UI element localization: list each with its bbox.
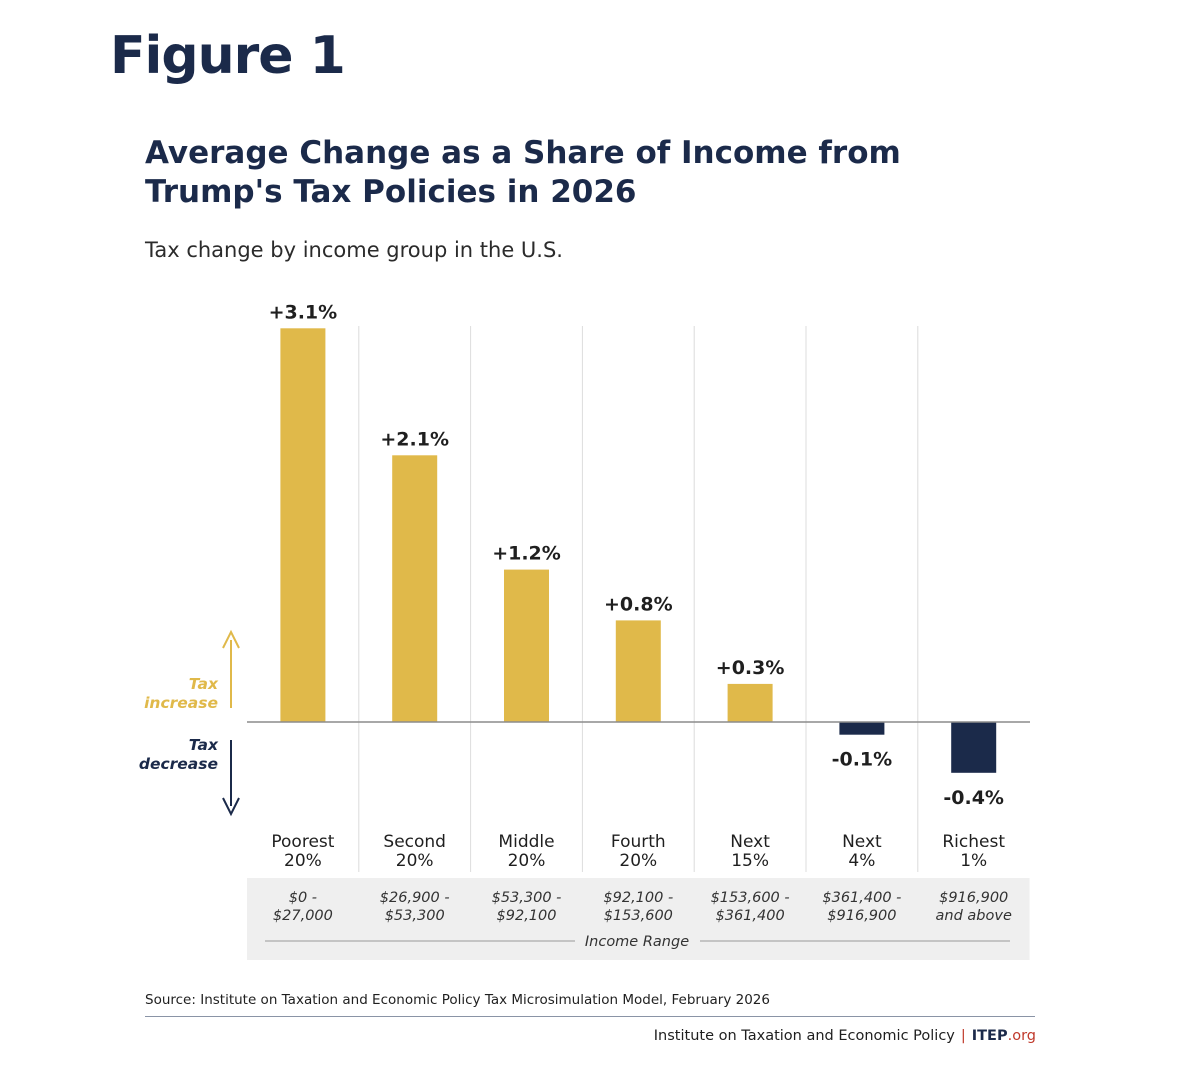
footer-separator: | [960,1028,966,1044]
arrow-up-icon [222,629,240,649]
category-label: Middle [498,832,554,852]
bar-value-label: +0.3% [716,657,785,679]
arrow-down-icon [222,797,240,817]
category-label: 4% [848,851,875,871]
income-range-label: $26,900 - [380,890,450,906]
bar-1 [280,328,326,722]
income-range-label: and above [936,908,1012,924]
income-range-label: $27,000 [273,908,333,924]
tax-decrease-label: Tax [189,736,219,754]
category-label: 20% [284,851,322,871]
tax-increase-label: Tax [189,675,219,693]
category-label: Poorest [271,832,334,852]
footer-brand-suffix: .org [1007,1028,1036,1044]
category-label: Next [730,832,770,852]
bar-2 [392,455,438,722]
bar-value-label: +1.2% [492,543,561,565]
chart-title: Average Change as a Share of Income from… [145,135,901,210]
figure-label: Figure 1 [110,26,346,86]
income-range-label: $153,600 [604,908,673,924]
footer-brand-name: ITEP [971,1028,1008,1044]
income-range-label: $361,400 - [822,890,901,906]
tax-increase-label: increase [144,694,218,712]
category-label: 20% [508,851,546,871]
income-range-label: $53,300 - [492,890,562,906]
income-range-caption: Income Range [585,934,689,950]
income-range-label: $361,400 [716,908,785,924]
category-label: 20% [619,851,657,871]
bar-value-label: +0.8% [604,593,673,615]
footer: Institute on Taxation and Economic Polic… [654,1028,1036,1044]
footer-org: Institute on Taxation and Economic Polic… [653,1028,955,1044]
bar-value-label: -0.4% [943,787,1004,809]
income-range-label: $153,600 - [711,890,790,906]
bar-5 [727,683,773,722]
category-label: 20% [396,851,434,871]
income-range-label: $92,100 - [603,890,673,906]
income-range-label: $0 - [289,890,317,906]
income-range-label: $916,900 [939,890,1008,906]
income-range-label: $916,900 [827,908,896,924]
bar-7 [951,722,997,773]
source-note: Source: Institute on Taxation and Econom… [145,992,770,1008]
bar-value-label: +3.1% [269,301,338,323]
bar-4 [615,620,661,722]
bar-3 [504,569,549,722]
tax-decrease-label: decrease [139,755,218,773]
income-range-label: $92,100 [497,908,557,924]
bar-6 [839,722,885,735]
income-range-label: $53,300 [385,908,445,924]
category-label: 15% [731,851,769,871]
category-label: Richest [942,832,1005,852]
footer-brand: ITEP.org [972,1028,1036,1044]
bar-value-label: -0.1% [832,749,893,771]
footer-divider [145,1016,1035,1017]
bar-value-label: +2.1% [380,428,449,450]
category-label: Second [383,832,446,852]
category-label: 1% [960,851,987,871]
category-label: Fourth [611,832,666,852]
category-label: Next [842,832,882,852]
income-range-panel [247,878,1030,960]
chart-subtitle: Tax change by income group in the U.S. [145,238,563,262]
